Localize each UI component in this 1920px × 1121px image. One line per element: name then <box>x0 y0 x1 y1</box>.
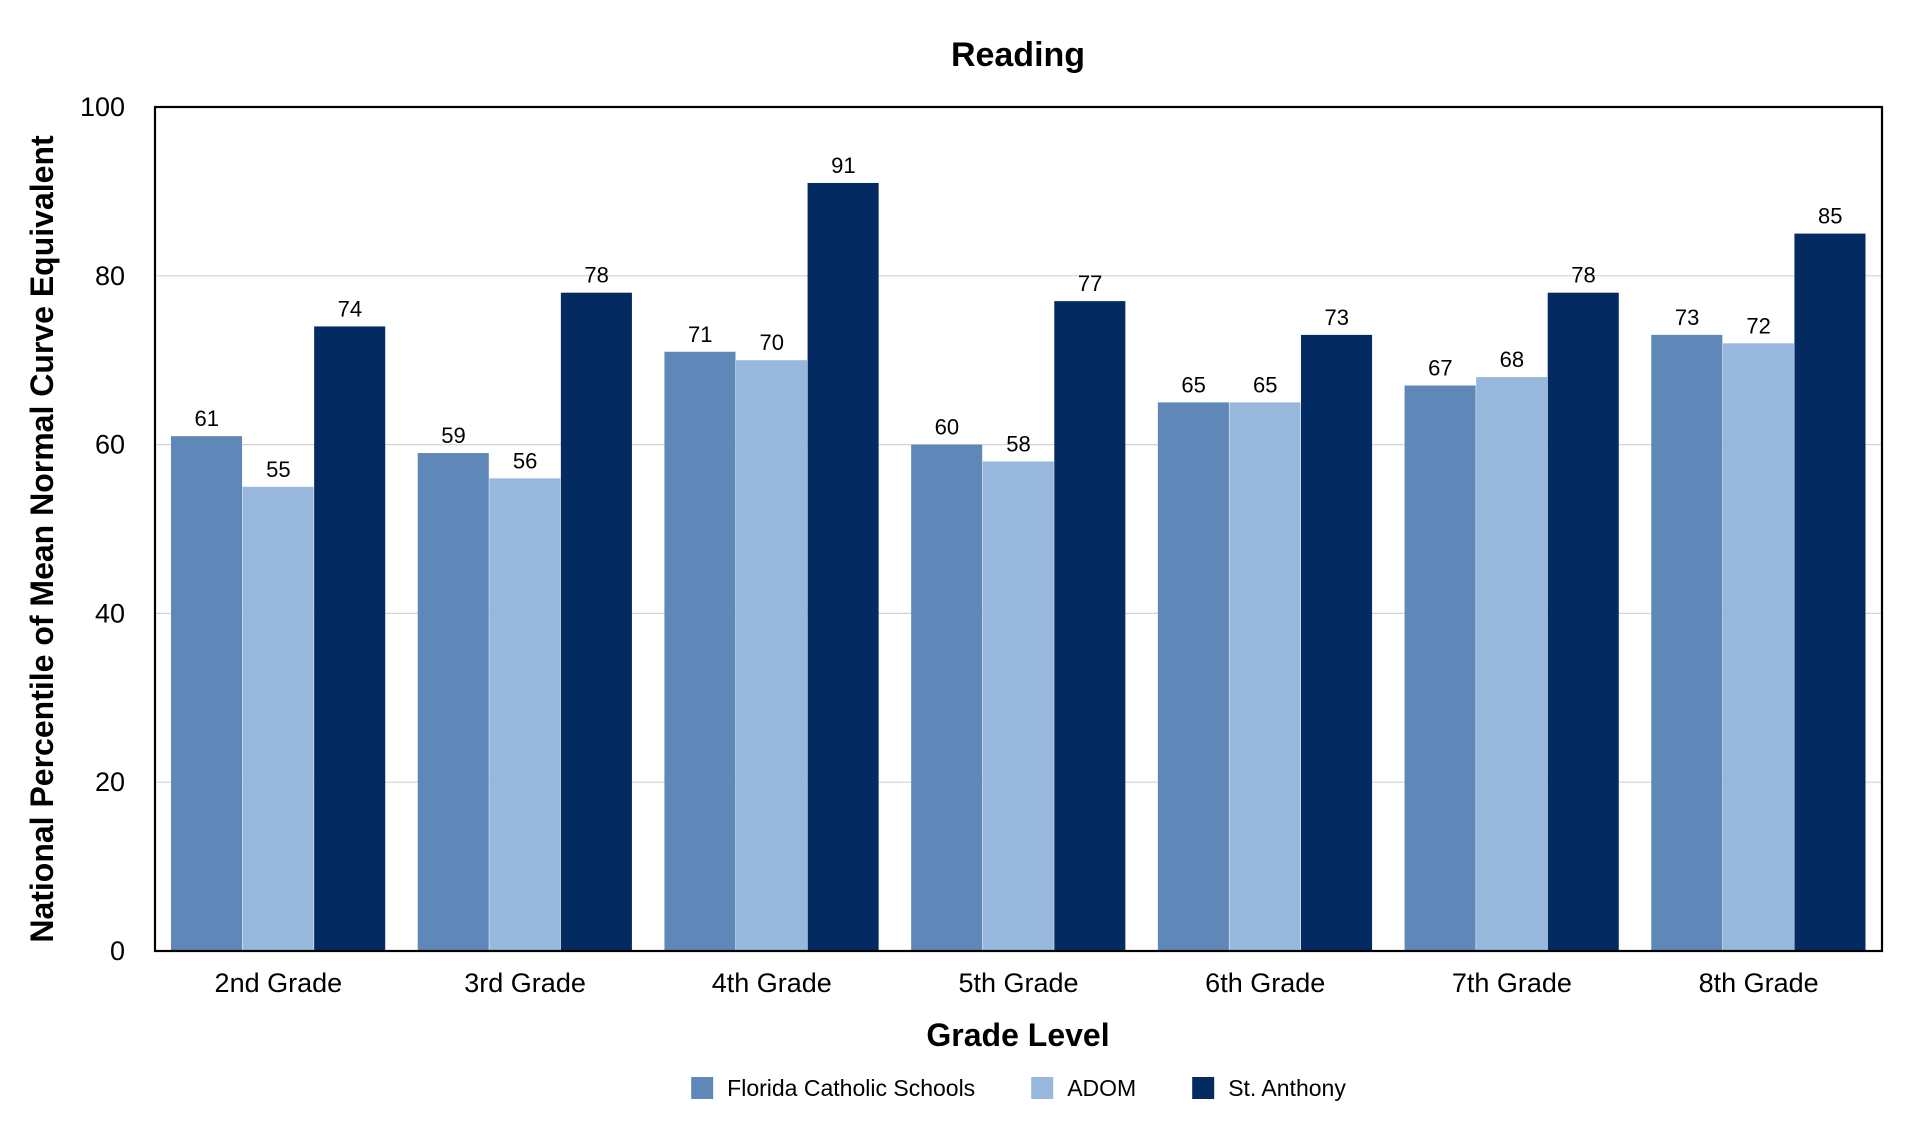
y-tick-label: 60 <box>95 430 125 460</box>
x-tick-label: 2nd Grade <box>215 968 343 998</box>
bar <box>1054 301 1126 951</box>
x-tick-label: 6th Grade <box>1205 968 1325 998</box>
data-label: 60 <box>935 415 959 440</box>
bar <box>1476 377 1548 952</box>
bar <box>242 486 314 951</box>
data-label: 65 <box>1181 372 1205 397</box>
bar <box>1651 334 1723 951</box>
data-label: 58 <box>1006 431 1030 456</box>
x-tick-label: 3rd Grade <box>464 968 586 998</box>
data-label: 71 <box>688 322 712 347</box>
data-label: 73 <box>1325 305 1349 330</box>
bar <box>1229 402 1301 951</box>
x-tick-label: 5th Grade <box>958 968 1078 998</box>
data-label: 91 <box>831 153 855 178</box>
legend-item: Florida Catholic Schools <box>691 1075 975 1101</box>
bars <box>171 182 1866 952</box>
y-tick-label: 80 <box>95 261 125 291</box>
legend-swatch <box>1192 1077 1215 1099</box>
legend-label: Florida Catholic Schools <box>727 1075 975 1101</box>
bar <box>1722 343 1794 951</box>
bar <box>736 360 808 951</box>
legend: Florida Catholic Schools ADOM St. Anthony <box>691 1075 1346 1101</box>
legend-label: St. Anthony <box>1228 1075 1346 1101</box>
bar <box>1404 385 1476 951</box>
x-axis-title: Grade Level <box>926 1017 1109 1053</box>
data-label: 55 <box>266 457 290 482</box>
x-tick-label: 4th Grade <box>712 968 832 998</box>
data-label: 56 <box>513 448 537 473</box>
legend-swatch <box>1031 1077 1054 1099</box>
data-label: 61 <box>195 406 219 431</box>
y-tick-label: 20 <box>95 767 125 797</box>
bar <box>911 444 983 951</box>
plot-area-frame <box>153 105 1884 953</box>
data-labels: 61 55 74 59 56 78 71 70 91 60 58 77 65 65 73 67 68 78 73 72… <box>195 153 1843 482</box>
legend-swatch <box>691 1077 714 1099</box>
x-tick-label: 7th Grade <box>1452 968 1572 998</box>
bar <box>560 292 632 951</box>
y-tick-label: 40 <box>95 598 125 628</box>
legend-item: ADOM <box>1031 1075 1136 1101</box>
data-label: 74 <box>338 296 362 321</box>
legend-item: St. Anthony <box>1192 1075 1346 1101</box>
bar <box>1301 334 1373 951</box>
data-label: 73 <box>1675 305 1699 330</box>
bar <box>982 461 1054 951</box>
y-tick-label: 0 <box>110 936 125 966</box>
bar <box>1794 233 1866 952</box>
y-tick-label: 100 <box>80 92 125 122</box>
data-label: 72 <box>1746 313 1770 338</box>
data-label: 77 <box>1078 271 1102 296</box>
data-label: 68 <box>1500 347 1524 372</box>
legend-label: ADOM <box>1067 1075 1136 1101</box>
bar <box>664 351 736 951</box>
x-tick-label: 8th Grade <box>1699 968 1819 998</box>
data-label: 67 <box>1428 356 1452 381</box>
bar <box>1547 292 1619 951</box>
y-axis-title: National Percentile of Mean Normal Curve… <box>24 135 60 943</box>
bar <box>807 182 879 951</box>
x-axis-ticks: 2nd Grade 3rd Grade 4th Grade 5th Grade 6th … <box>215 968 1819 998</box>
data-label: 65 <box>1253 372 1277 397</box>
bar <box>314 326 386 951</box>
bar <box>1157 402 1229 951</box>
y-axis-ticks: 0 20 40 60 80 100 <box>80 92 125 966</box>
data-label: 78 <box>1571 263 1595 288</box>
chart-title: Reading <box>951 36 1085 74</box>
bar <box>171 436 243 951</box>
bar <box>417 453 489 951</box>
data-label: 85 <box>1818 204 1842 229</box>
bar <box>489 478 561 951</box>
data-label: 70 <box>760 330 784 355</box>
data-label: 78 <box>584 263 608 288</box>
data-label: 59 <box>441 423 465 448</box>
